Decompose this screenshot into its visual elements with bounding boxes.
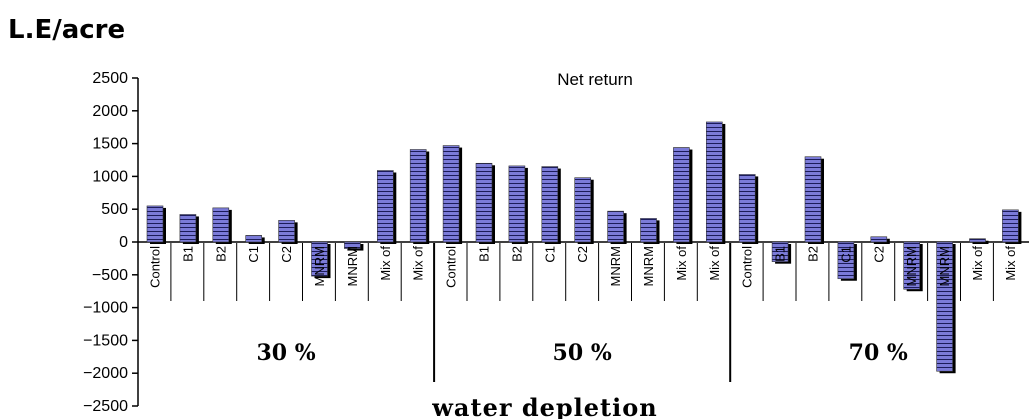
category-label: MNRM (312, 246, 327, 286)
category-label: C1 (542, 246, 557, 263)
y-tick-label: 2000 (92, 103, 128, 120)
y-tick-label: −1000 (83, 300, 128, 317)
y-tick-label: 1500 (92, 136, 128, 153)
category-label: Control (740, 246, 755, 288)
category-label: B1 (180, 246, 195, 262)
chart-title: Net return (557, 70, 633, 89)
category-label: Mix of (378, 246, 393, 281)
bar (409, 149, 427, 243)
category-label: Mix of (1003, 246, 1018, 281)
category-label: Mix of (707, 246, 722, 281)
category-labels: Control B1 B2 C1 C2 MNRM MNRM Mix of Mix of Contr… (147, 243, 1018, 301)
category-label: C1 (246, 246, 261, 263)
bar (1002, 209, 1019, 243)
bar (245, 235, 262, 243)
y-tick-label: 2500 (92, 70, 128, 87)
y-tick-label: 500 (101, 201, 128, 218)
bar (903, 241, 921, 290)
bar (475, 162, 493, 243)
bar (607, 210, 624, 243)
y-tick-label: −500 (92, 267, 128, 284)
bars (146, 121, 1022, 374)
group-label: 70 % (849, 340, 908, 366)
bar (870, 236, 888, 243)
category-label: MNRM (937, 246, 952, 286)
x-axis-label: water depletion (431, 393, 657, 419)
category-label: Mix of (674, 246, 689, 281)
group-label: 50 % (553, 340, 612, 366)
category-label: MNRM (345, 246, 360, 286)
category-label: MNRM (641, 246, 656, 286)
y-tick-label: −1500 (83, 332, 128, 349)
category-label: B1 (773, 246, 788, 262)
y-tick-label: 1000 (92, 168, 128, 185)
bar (278, 220, 295, 243)
bar (179, 214, 197, 243)
bar (837, 241, 855, 280)
bar (442, 145, 460, 243)
bar-shadow (972, 240, 989, 244)
bar (771, 241, 789, 262)
bar (705, 121, 723, 243)
category-label: Control (147, 246, 162, 288)
group-labels: 30 % 50 % 70 % (256, 243, 908, 382)
category-label: B2 (805, 246, 820, 262)
category-label: Mix of (970, 246, 985, 281)
bar (574, 177, 592, 243)
category-label: C1 (838, 246, 853, 263)
category-label: MNRM (608, 246, 623, 286)
bar (311, 241, 328, 277)
y-tick-label: −2000 (83, 365, 128, 382)
bar (804, 156, 822, 243)
y-tick-label: 0 (119, 234, 128, 251)
category-label: B2 (509, 246, 524, 262)
bar (936, 241, 953, 372)
group-label: 30 % (256, 340, 315, 366)
category-label: B1 (476, 246, 491, 262)
category-label: C2 (575, 246, 590, 263)
bar (508, 165, 526, 243)
bar (969, 238, 986, 243)
bar (738, 174, 756, 243)
bar (212, 207, 230, 243)
category-label: B2 (213, 246, 228, 262)
unit-title: L.E/acre (8, 15, 125, 45)
y-tick-label: −2500 (83, 398, 128, 415)
category-label: C2 (279, 246, 294, 263)
bar (541, 166, 559, 243)
category-label: Control (444, 246, 459, 288)
bar (146, 205, 164, 243)
bar (344, 241, 361, 249)
bar (673, 147, 690, 243)
category-label: Mix of (411, 246, 426, 281)
bar (640, 218, 657, 243)
category-label: MNRM (904, 246, 919, 286)
bar (376, 170, 394, 243)
category-label: C2 (871, 246, 886, 263)
